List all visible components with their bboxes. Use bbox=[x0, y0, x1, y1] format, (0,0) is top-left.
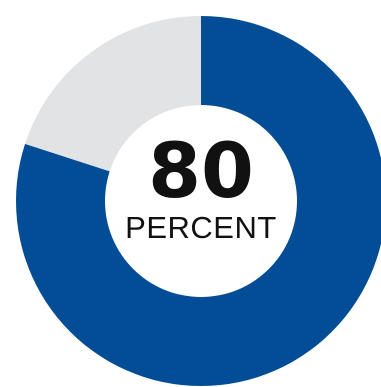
donut-hole bbox=[105, 105, 297, 297]
center-label: PERCENT bbox=[125, 210, 277, 245]
center-value: 80 bbox=[148, 126, 254, 215]
